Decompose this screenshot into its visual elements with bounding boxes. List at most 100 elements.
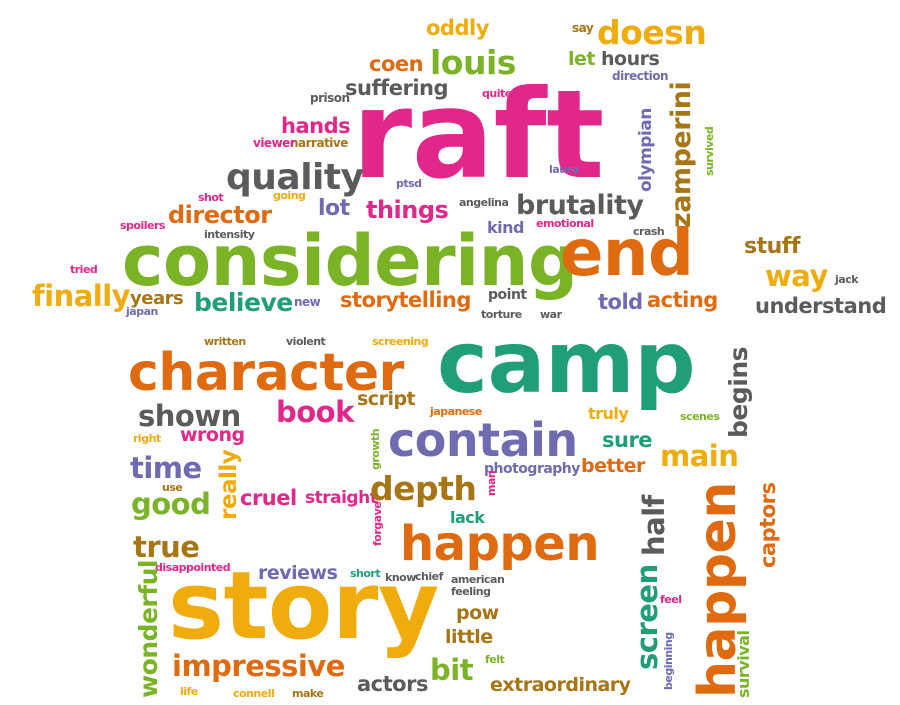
word: prison [310,91,350,105]
word: intensity [204,228,255,241]
word: growth [369,428,382,470]
word: short [350,567,381,580]
word: going [273,189,306,202]
word: stuff [744,234,800,259]
word: scenes [680,410,720,423]
word: disappointed [155,561,231,574]
word: direction [612,69,669,83]
word: viewer [253,136,296,150]
word: torture [481,308,522,321]
word: new [294,295,321,309]
word: storytelling [340,288,471,312]
word: life [180,685,198,698]
word: screen [630,564,664,670]
word: survival [734,630,753,698]
word: happen [400,516,600,572]
word: time [130,451,202,485]
word: shot [198,191,224,204]
word: raft [352,64,604,206]
word: kind [487,218,524,237]
word: half [637,495,671,556]
word: end [560,217,694,291]
word: ptsd [396,177,422,190]
word: tried [70,263,98,276]
word: things [366,196,449,224]
word: way [765,259,828,293]
word: spoilers [120,219,165,232]
word: feeling [451,585,491,598]
word: use [162,481,183,494]
word: book [276,395,354,429]
word: director [168,201,272,229]
word: zamperini [666,81,697,228]
word: main [660,439,739,473]
word: script [357,388,416,410]
word: cruel [240,486,297,510]
word: know [385,571,416,584]
word: lack [450,508,485,527]
word: right [133,432,161,445]
word: really [216,449,242,520]
word: considering [122,220,578,302]
word: japan [126,305,158,318]
word: hours [601,48,660,70]
word: say [572,21,594,35]
word: quite [482,87,512,100]
word: brutality [516,190,644,221]
word: connell [233,687,275,700]
word: depth [370,469,477,508]
word: angelina [459,196,509,209]
word: american [451,573,505,586]
word: extraordinary [490,674,631,696]
word: believe [194,288,293,317]
word: understand [755,294,887,318]
word: olympian [636,108,656,192]
word: hands [281,114,351,138]
word: feel [660,593,682,606]
word: actors [357,672,428,696]
word: let [568,48,595,70]
word: good [131,487,211,521]
word: bit [430,653,474,687]
word: little [445,626,493,648]
word: beginning [662,632,675,690]
word: reviews [258,562,338,584]
word: better [581,455,645,477]
word: finally [32,279,131,313]
word: true [133,530,200,564]
word: impressive [172,649,345,683]
word: make [292,687,324,700]
word: narrative [290,136,348,150]
word: louis [430,43,516,82]
word: years [130,288,184,309]
word: sure [602,428,653,452]
word: jack [835,273,859,286]
word: coen [369,52,424,76]
word: crash [633,225,665,238]
word: quality [226,157,364,198]
word: japanese [430,405,482,418]
word: wrong [180,424,245,446]
word: character [128,343,404,403]
word: photography [484,461,580,477]
word: violent [286,335,326,348]
word: man [485,470,498,496]
word: chief [415,570,443,583]
word: lot [318,196,350,221]
word: truly [588,404,629,423]
word: captors [756,482,780,568]
word: suffering [345,76,449,100]
word: doesn [597,13,707,52]
word: acting [647,288,718,312]
word: camp [437,313,696,413]
word: war [540,308,562,321]
word: pow [456,602,499,624]
word: story [168,552,439,661]
word: survived [703,126,716,176]
word: wonderful [134,560,163,698]
word: forgave [371,501,384,546]
word: screening [372,335,429,348]
word: felt [485,653,505,666]
word: emotional [536,217,594,230]
